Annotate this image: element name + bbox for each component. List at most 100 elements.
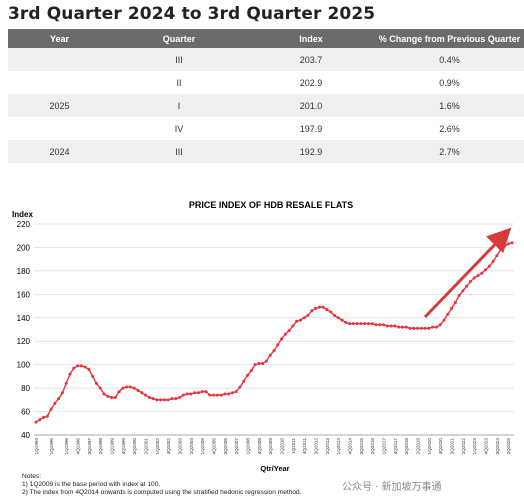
data-point	[253, 363, 257, 367]
data-point	[249, 369, 253, 373]
year-cell: 2024	[8, 140, 111, 163]
x-tick-label: 3Q2012	[314, 438, 319, 455]
data-point	[181, 393, 185, 397]
data-point	[495, 254, 499, 258]
wechat-watermark: 公众号 · 新加坡万事通	[342, 482, 442, 493]
data-point	[276, 343, 280, 347]
quarter-cell: IV	[174, 123, 184, 134]
x-tick-label: 1Q1996	[64, 438, 69, 455]
data-point	[159, 398, 163, 402]
table-row: III 203.7 0.4%	[8, 48, 524, 71]
data-point	[321, 305, 325, 309]
x-tick-label: 1Q1999	[110, 438, 115, 455]
x-tick-label: 1Q1994	[34, 438, 39, 455]
change-cell: 1.6%	[375, 94, 524, 117]
data-point	[295, 319, 299, 323]
data-point	[450, 306, 454, 310]
data-point	[378, 323, 382, 327]
x-tick-label: 2Q2004	[189, 438, 194, 455]
x-tick-label: 2Q2010	[280, 438, 285, 455]
table-row: II 202.9 0.9%	[8, 71, 524, 94]
data-point	[212, 393, 216, 397]
y-tick-label: 40	[21, 431, 30, 440]
data-point	[476, 274, 480, 278]
data-point	[193, 391, 197, 395]
data-point	[351, 322, 355, 326]
data-point	[453, 301, 457, 305]
data-point	[472, 276, 476, 280]
x-tick-label: 1Q2008	[246, 438, 251, 455]
data-point	[117, 390, 121, 394]
x-tick-label: 3Q2015	[359, 438, 364, 455]
data-point	[166, 398, 170, 402]
data-point	[121, 386, 125, 390]
data-point	[223, 392, 227, 396]
data-point	[151, 397, 155, 401]
x-tick-label: 4Q2005	[212, 438, 217, 455]
data-point	[298, 318, 302, 322]
data-point	[174, 397, 178, 401]
data-point	[227, 392, 231, 396]
data-point	[185, 392, 189, 396]
y-axis-label: Index	[12, 210, 33, 219]
data-point	[106, 394, 110, 398]
x-tick-label: 3Q2018	[404, 438, 409, 455]
data-point	[374, 323, 378, 327]
data-point	[57, 397, 61, 401]
x-tick-label: 3Q2006	[223, 438, 228, 455]
data-point	[102, 392, 106, 396]
data-point	[170, 397, 174, 401]
quarter-cell: II	[176, 77, 182, 88]
column-header-year: Year	[8, 29, 111, 48]
data-point	[385, 324, 389, 328]
change-cell: 2.6%	[439, 123, 460, 134]
data-point	[125, 385, 129, 389]
data-point	[87, 367, 91, 371]
data-point	[370, 322, 374, 326]
data-point	[468, 279, 472, 283]
y-tick-label: 220	[17, 220, 31, 229]
y-tick-label: 140	[17, 314, 31, 323]
x-tick-label: 3Q2009	[268, 438, 273, 455]
data-point	[79, 364, 83, 368]
x-tick-label: 3Q1997	[87, 438, 92, 455]
data-point	[291, 324, 295, 328]
data-point	[155, 398, 159, 402]
x-tick-label: 4Q1999	[121, 438, 126, 455]
data-point	[132, 386, 136, 390]
data-point	[359, 322, 363, 326]
y-tick-label: 60	[21, 408, 30, 417]
x-tick-label: 4Q2014	[348, 438, 353, 455]
data-point	[94, 381, 98, 385]
data-point	[506, 242, 510, 246]
data-point	[363, 322, 367, 326]
year-cell: 2025	[8, 94, 111, 117]
x-tick-label: 2Q2001	[144, 438, 149, 455]
x-tick-label: 1Q1995	[49, 438, 54, 455]
table-row: 2025 I 201.0 1.6%	[8, 94, 524, 117]
chart-notes: Notes: 1) 1Q2009 is the base period with…	[22, 473, 302, 497]
data-point	[397, 325, 401, 329]
data-point	[178, 395, 182, 399]
column-header-index: Index	[247, 29, 375, 48]
index-cell: 201.0	[247, 94, 375, 117]
data-point	[457, 294, 461, 298]
data-point	[200, 390, 204, 394]
data-point	[487, 264, 491, 268]
data-point	[45, 414, 49, 418]
index-cell: 202.9	[299, 77, 323, 88]
data-point	[49, 407, 53, 411]
data-point	[310, 309, 314, 313]
x-tick-label: 4Q2011	[302, 438, 307, 454]
data-point	[465, 284, 469, 288]
data-point	[234, 390, 238, 394]
table-row: 2024 III 192.9 2.7%	[8, 140, 524, 163]
column-header-change: % Change from Previous Quarter	[375, 29, 524, 48]
year-cell	[8, 71, 111, 94]
data-point	[72, 366, 76, 370]
data-point	[53, 401, 57, 405]
data-point	[230, 391, 234, 395]
year-cell	[8, 48, 111, 71]
x-tick-label: 1Q2020	[427, 438, 432, 455]
data-point	[416, 326, 420, 330]
